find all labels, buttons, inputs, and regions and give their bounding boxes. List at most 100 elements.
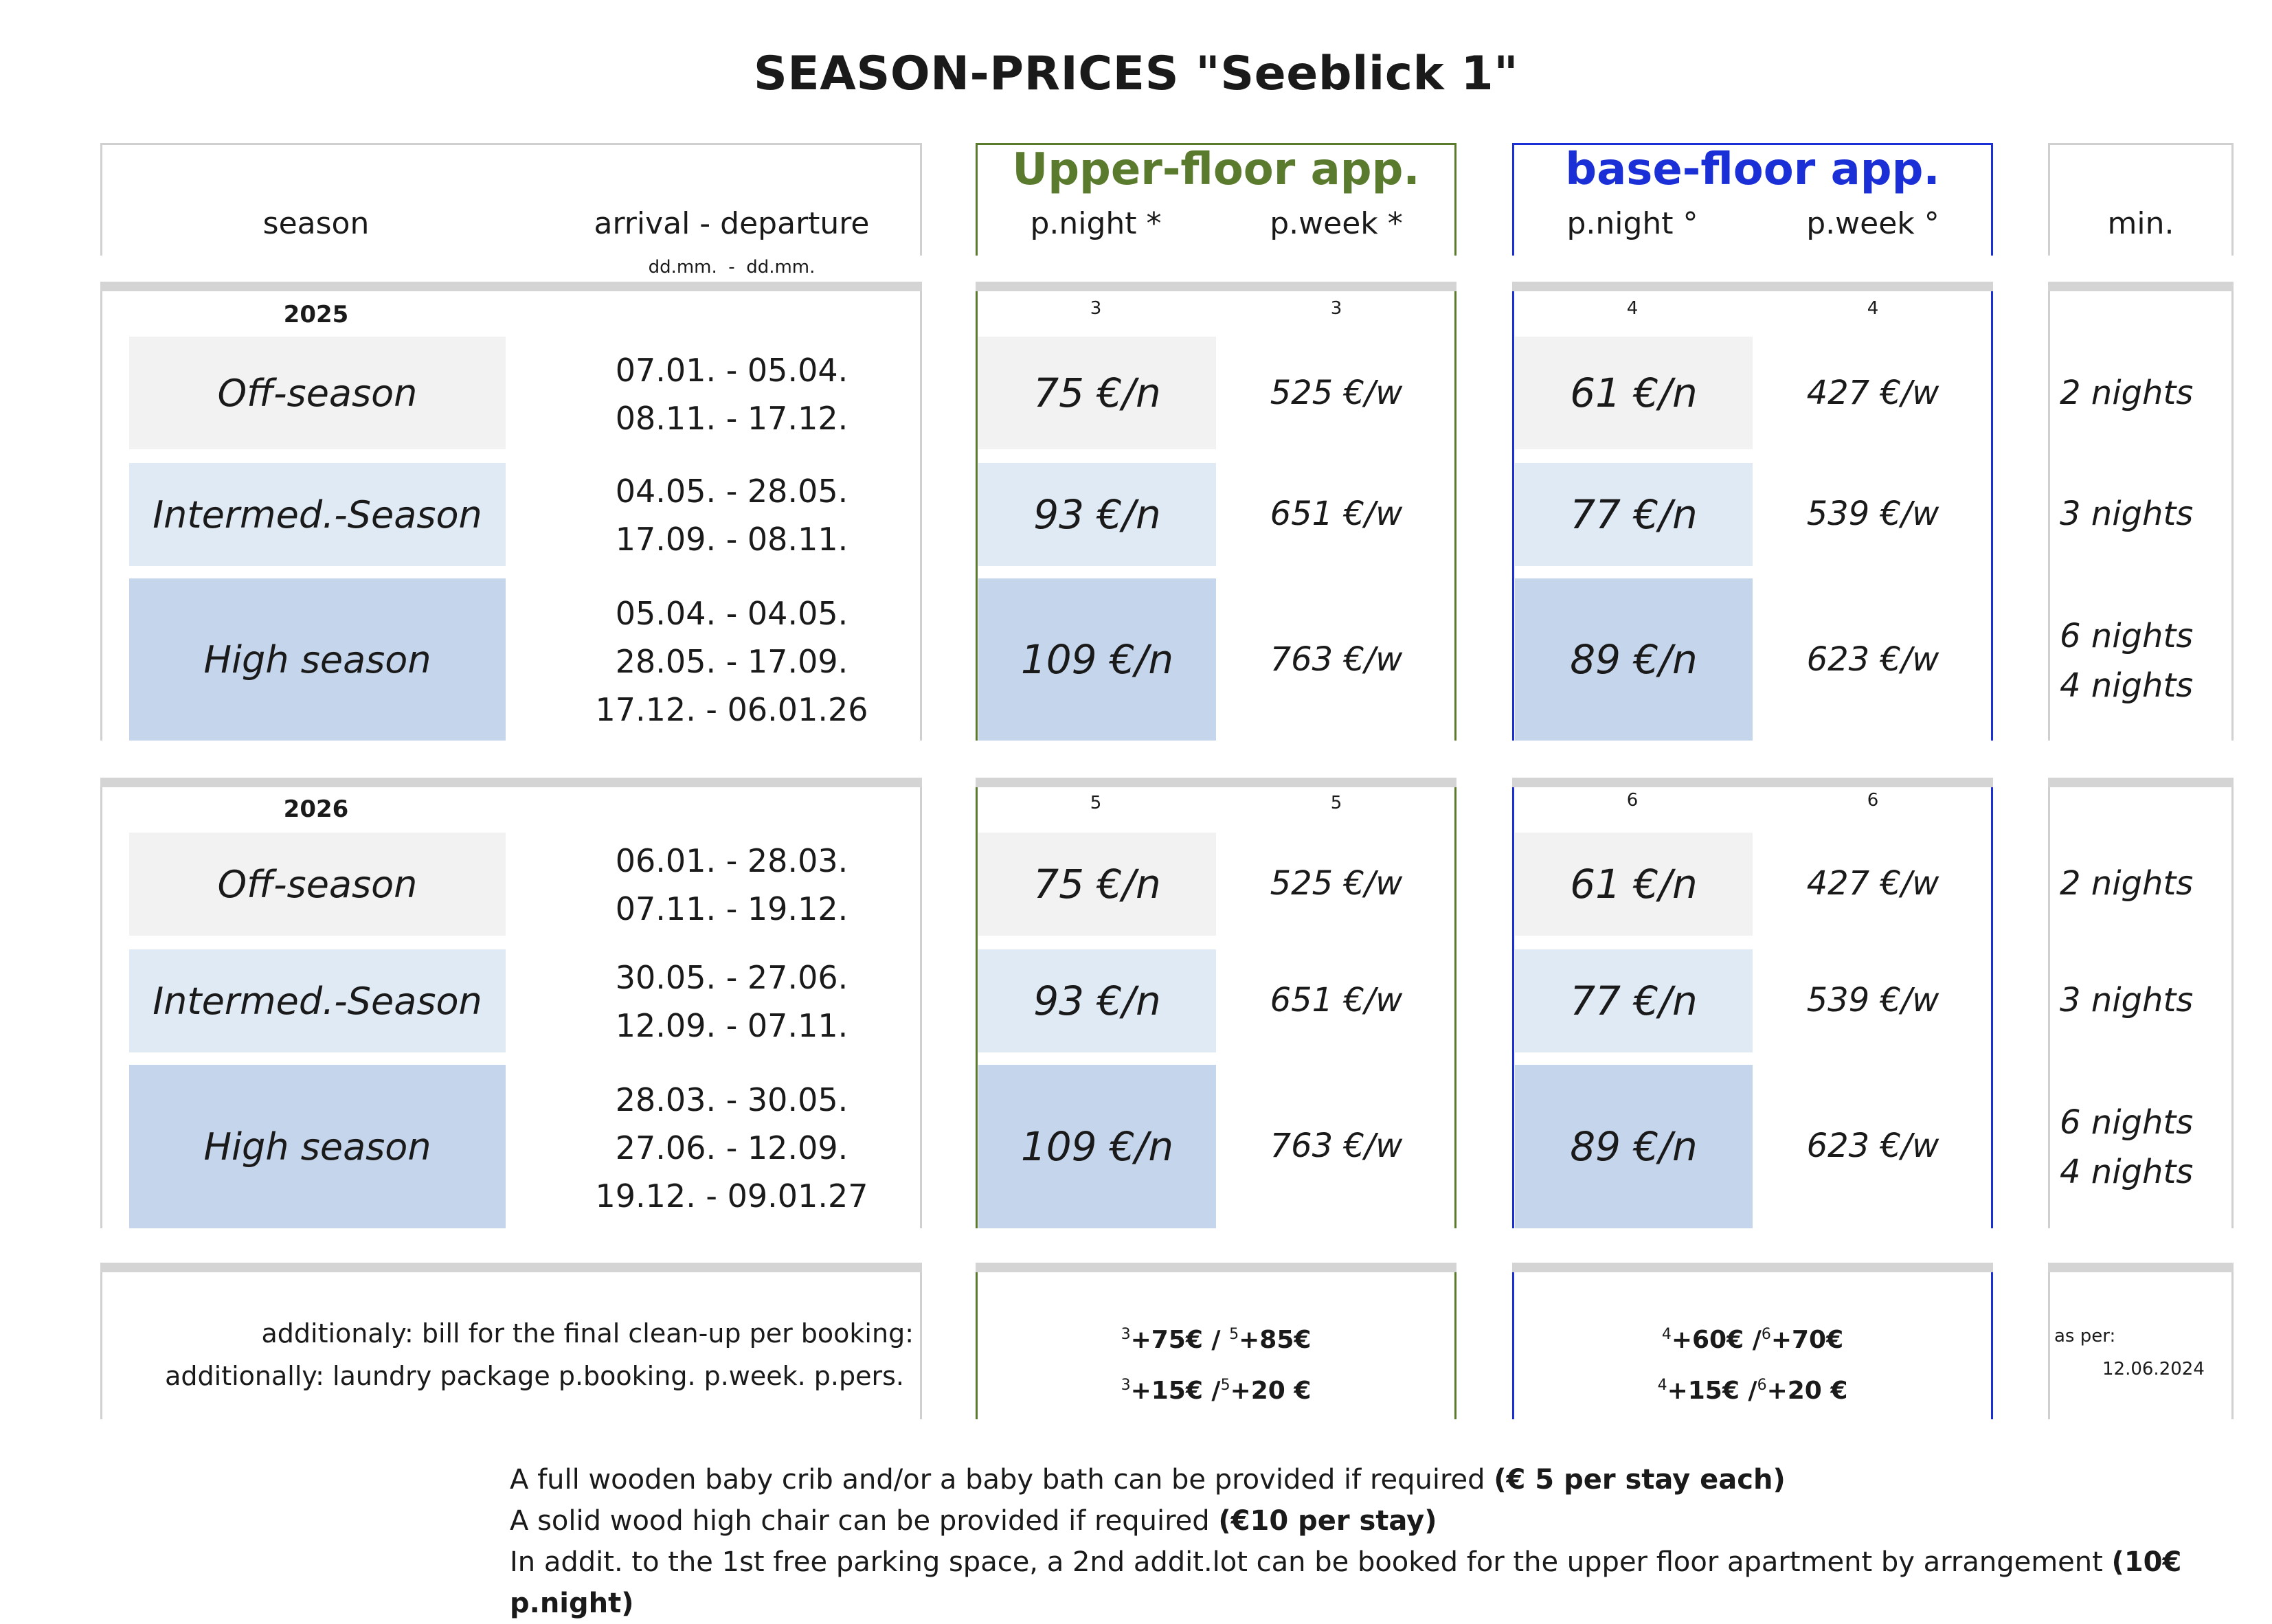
- base-floor-title: base-floor app.: [1565, 144, 1940, 195]
- page-title: SEASON-PRICES "Seeblick 1": [753, 47, 1519, 101]
- separator-2025-upper: [976, 282, 1456, 291]
- date-range: 27.06. - 12.09.: [615, 1129, 848, 1166]
- date-range: 07.11. - 19.12.: [615, 890, 848, 927]
- min-nights-value: 6 nights: [2060, 617, 2194, 655]
- extras-left-border: [100, 1272, 922, 1419]
- separator-extras-left: [100, 1263, 922, 1272]
- block-2025-upper-border: [976, 291, 1456, 741]
- separator-extras-upper: [976, 1263, 1456, 1272]
- date-range: 17.12. - 06.01.26: [595, 691, 868, 728]
- separator-extras-min: [2048, 1263, 2234, 1272]
- note-baby-crib: A full wooden baby crib and/or a baby ba…: [510, 1464, 1786, 1496]
- upper-week-price: 525 €/w: [1270, 374, 1403, 412]
- separator-2026-left: [100, 778, 922, 787]
- separator-2025-min: [2048, 282, 2234, 291]
- dates-cell: 07.01. - 05.04. 08.11. - 17.12.: [522, 346, 941, 442]
- upper-night-price: 75 €/n: [978, 337, 1216, 449]
- date-range: 19.12. - 09.01.27: [595, 1177, 868, 1215]
- min-nights: 3 nights: [2060, 975, 2193, 1025]
- header-frame-upper: [976, 143, 1456, 256]
- date-range: 12.09. - 07.11.: [615, 1007, 848, 1044]
- separator-2026-min: [2048, 778, 2234, 787]
- base-night-price: 61 €/n: [1515, 337, 1753, 449]
- base-week-price: 539 €/w: [1806, 495, 1939, 533]
- header-frame-left: [100, 143, 922, 256]
- notes: A full wooden baby crib and/or a baby ba…: [510, 1459, 2241, 1624]
- upper-night-price: 93 €/n: [978, 949, 1216, 1052]
- marker-2025-base-week: 4: [1867, 298, 1879, 319]
- min-nights: 3 nights: [2060, 489, 2193, 539]
- base-night-header: p.night °: [1566, 206, 1698, 241]
- separator-2026-base: [1512, 778, 1993, 787]
- extras-base-border: [1512, 1272, 1993, 1419]
- date-range: 06.01. - 28.03.: [615, 842, 848, 879]
- block-2026-left-border: [100, 787, 922, 1228]
- min-nights-value: 3 nights: [2060, 495, 2194, 533]
- year-label-2025: 2025: [283, 301, 349, 328]
- header-frame-min: [2048, 143, 2234, 256]
- marker-2025-upper-week: 3: [1330, 298, 1342, 319]
- block-2025-min-border: [2048, 291, 2234, 741]
- upper-night-header: p.night *: [1030, 206, 1162, 241]
- upper-week-price: 651 €/w: [1270, 981, 1403, 1019]
- upper-week-price: 763 €/w: [1270, 1127, 1403, 1165]
- separator-extras-base: [1512, 1263, 1993, 1272]
- upper-week-price: 651 €/w: [1270, 495, 1403, 533]
- min-nights: 6 nights 4 nights: [2060, 1098, 2193, 1197]
- base-week-price: 539 €/w: [1806, 981, 1939, 1019]
- block-2026-base-border: [1512, 787, 1993, 1228]
- dates-cell: 30.05. - 27.06. 12.09. - 07.11.: [522, 954, 941, 1050]
- marker-2026-upper-night: 5: [1090, 793, 1102, 813]
- base-night-price: 89 €/n: [1515, 578, 1753, 741]
- date-range: 30.05. - 27.06.: [615, 959, 848, 996]
- upper-floor-title: Upper-floor app.: [1012, 144, 1420, 195]
- separator-2025-left: [100, 282, 922, 291]
- year-label-2026: 2026: [283, 796, 349, 823]
- header-arrival-departure: arrival - departure: [594, 206, 870, 241]
- extras-min-border: [2048, 1272, 2234, 1419]
- base-week-price: 623 €/w: [1806, 1127, 1939, 1165]
- min-nights-value: 3 nights: [2060, 981, 2194, 1019]
- base-extras: 4+60€ /6+70€ 4+15€ /6+20 €: [1512, 1312, 1993, 1414]
- upper-week-price: 763 €/w: [1270, 640, 1403, 679]
- base-week-price: 427 €/w: [1806, 864, 1939, 903]
- base-week-price: 427 €/w: [1806, 374, 1939, 412]
- header-date-format: dd.mm. - dd.mm.: [648, 257, 816, 278]
- date-range: 17.09. - 08.11.: [615, 521, 848, 558]
- date-range: 08.11. - 17.12.: [615, 400, 848, 437]
- season-label: High season: [129, 578, 506, 741]
- dates-cell: 04.05. - 28.05. 17.09. - 08.11.: [522, 467, 941, 563]
- cleanup-label: additionaly: bill for the final clean-up…: [261, 1318, 914, 1349]
- min-header: min.: [2107, 206, 2174, 241]
- block-2026-min-border: [2048, 787, 2234, 1228]
- header-season: season: [262, 206, 370, 241]
- season-label: Intermed.-Season: [129, 463, 506, 566]
- date-range: 28.03. - 30.05.: [615, 1081, 848, 1118]
- min-nights: 2 nights: [2060, 859, 2193, 908]
- upper-laundry-price: 3+15€ /5+20 €: [1121, 1377, 1312, 1405]
- marker-2026-upper-week: 5: [1330, 793, 1342, 813]
- upper-night-price: 93 €/n: [978, 463, 1216, 566]
- season-label: Off-season: [129, 833, 506, 936]
- base-night-price: 89 €/n: [1515, 1065, 1753, 1228]
- season-label: High season: [129, 1065, 506, 1228]
- date-range: 28.05. - 17.09.: [615, 643, 848, 680]
- marker-2026-base-night: 6: [1626, 790, 1639, 811]
- note-parking: In addit. to the 1st free parking space,…: [510, 1546, 2182, 1619]
- dates-cell: 28.03. - 30.05. 27.06. - 12.09. 19.12. -…: [522, 1076, 941, 1220]
- as-per-label: as per:: [2054, 1326, 2116, 1346]
- base-night-price: 77 €/n: [1515, 949, 1753, 1052]
- upper-week-price: 525 €/w: [1270, 864, 1403, 903]
- upper-night-price: 109 €/n: [978, 1065, 1216, 1228]
- min-nights: 6 nights 4 nights: [2060, 611, 2193, 710]
- min-nights-value: 6 nights: [2060, 1103, 2194, 1142]
- base-night-price: 61 €/n: [1515, 833, 1753, 936]
- min-nights-value: 4 nights: [2060, 666, 2194, 705]
- separator-2025-base: [1512, 282, 1993, 291]
- header-frame-base: [1512, 143, 1993, 256]
- dates-cell: 06.01. - 28.03. 07.11. - 19.12.: [522, 837, 941, 933]
- base-laundry-price: 4+15€ /6+20 €: [1657, 1377, 1848, 1405]
- upper-week-header: p.week *: [1270, 206, 1403, 241]
- block-2025-left-border: [100, 291, 922, 741]
- as-per-date: 12.06.2024: [2102, 1359, 2205, 1379]
